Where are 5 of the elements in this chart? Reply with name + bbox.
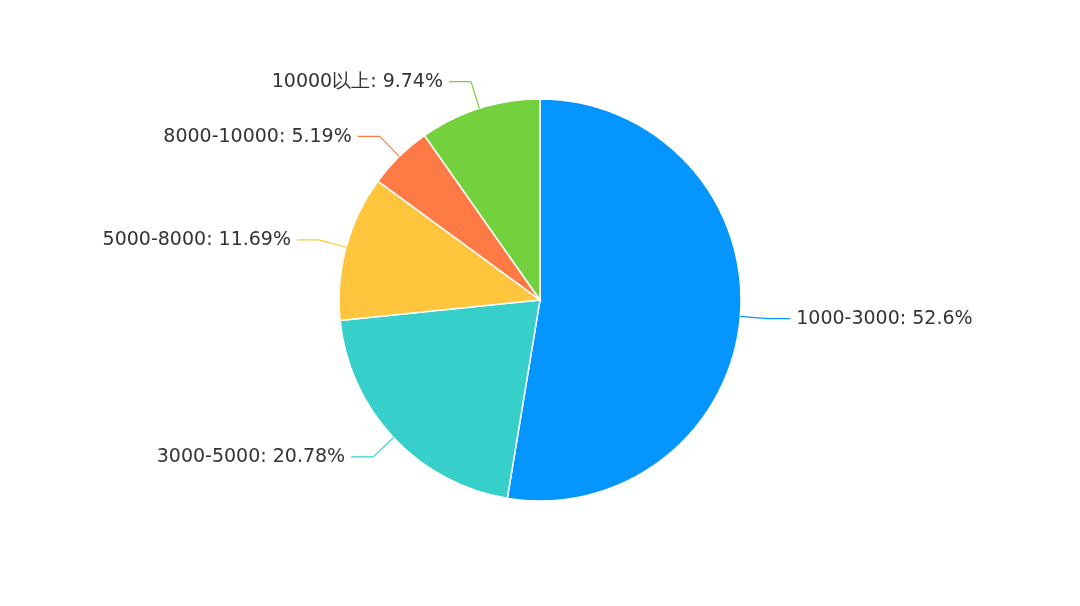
slice-label: 3000-5000: 20.78% [156,444,346,467]
slice-label: 5000-8000: 11.69% [102,227,292,250]
slice-label: 8000-10000: 5.19% [163,123,352,146]
slice-label: 10000以上: 9.74% [271,69,444,92]
slice-label: 1000-3000: 52.6% [796,306,973,329]
